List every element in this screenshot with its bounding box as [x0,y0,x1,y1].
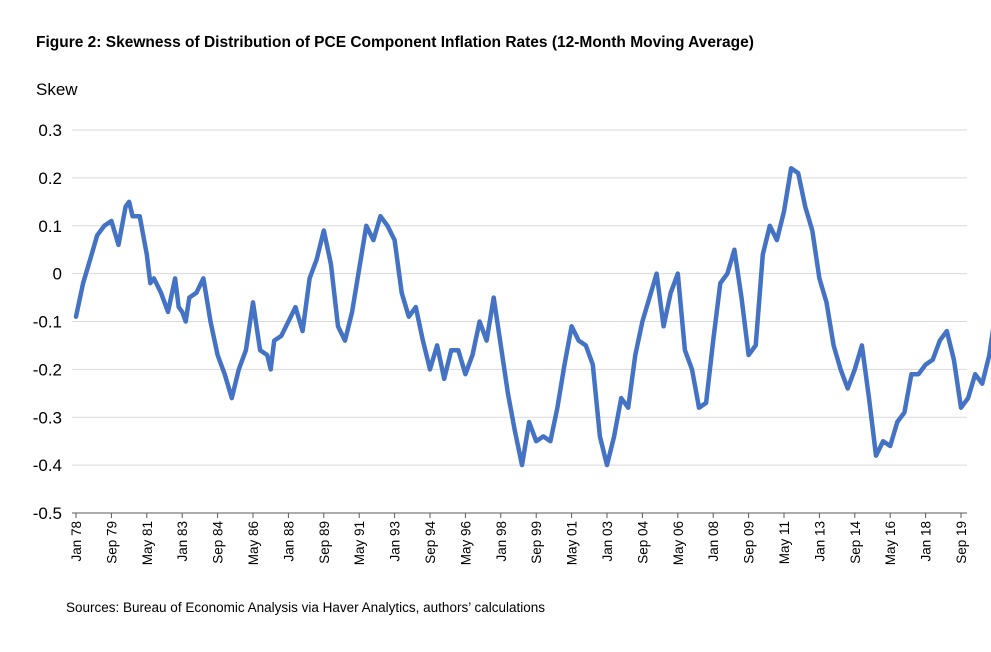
x-axis [72,512,967,518]
x-tick-label: Jan 03 [600,521,615,562]
x-tick-label: May 16 [883,521,898,565]
x-tick-label: Jan 13 [812,521,827,562]
chart-title: Figure 2: Skewness of Distribution of PC… [36,34,754,51]
x-tick-label: Sep 79 [104,521,119,564]
y-tick-label: -0.2 [33,360,62,379]
y-axis-label: Skew [36,80,78,99]
y-tick-label: -0.3 [33,408,62,427]
series-group [73,166,991,468]
x-tick-label: Sep 04 [635,521,650,564]
x-tick-label: Jan 18 [919,521,934,562]
y-tick-label: 0 [53,265,62,284]
x-tick-label: May 21 [989,521,991,565]
x-tick-label: Jan 98 [494,521,509,562]
x-tick-labels: Jan 78 Sep 79 May 81 Jan 83 Sep 84 May 86 Jan … [69,521,991,566]
x-tick-label: Sep 89 [317,521,332,564]
x-tick-label: Jan 93 [388,521,403,562]
source-note: Sources: Bureau of Economic Analysis via… [66,600,545,615]
x-tick-label: Jan 78 [69,521,84,562]
x-tick-label: May 91 [352,521,367,565]
x-tick-label: May 06 [671,521,686,565]
x-tick-label: Sep 09 [742,521,757,564]
y-tick-label: -0.5 [33,504,62,523]
x-tick-label: Sep 19 [954,521,969,564]
y-tick-label: -0.1 [33,313,62,332]
x-tick-label: May 81 [140,521,155,565]
x-tick-label: Jan 83 [175,521,190,562]
x-tick-label: Sep 94 [423,521,438,564]
x-tick-label: May 86 [246,521,261,565]
x-tick-label: May 11 [777,521,792,564]
y-tick-label: 0.2 [38,169,62,188]
y-tick-label: 0.3 [38,121,62,140]
x-tick-label: May 96 [458,521,473,565]
y-tick-labels: 0.3 0.2 0.1 0 -0.1 -0.2 -0.3 -0.4 -0.5 [33,121,62,523]
x-tick-label: Jan 08 [706,521,721,562]
series-line [73,166,991,468]
x-tick-label: Sep 14 [848,521,863,564]
y-tick-label: 0.1 [38,217,62,236]
x-tick-label: Sep 99 [529,521,544,564]
x-tick-label: Jan 88 [281,521,296,562]
x-tick-label: Sep 84 [211,521,226,564]
y-tick-label: -0.4 [33,456,62,475]
x-tick-label: May 01 [565,521,580,565]
